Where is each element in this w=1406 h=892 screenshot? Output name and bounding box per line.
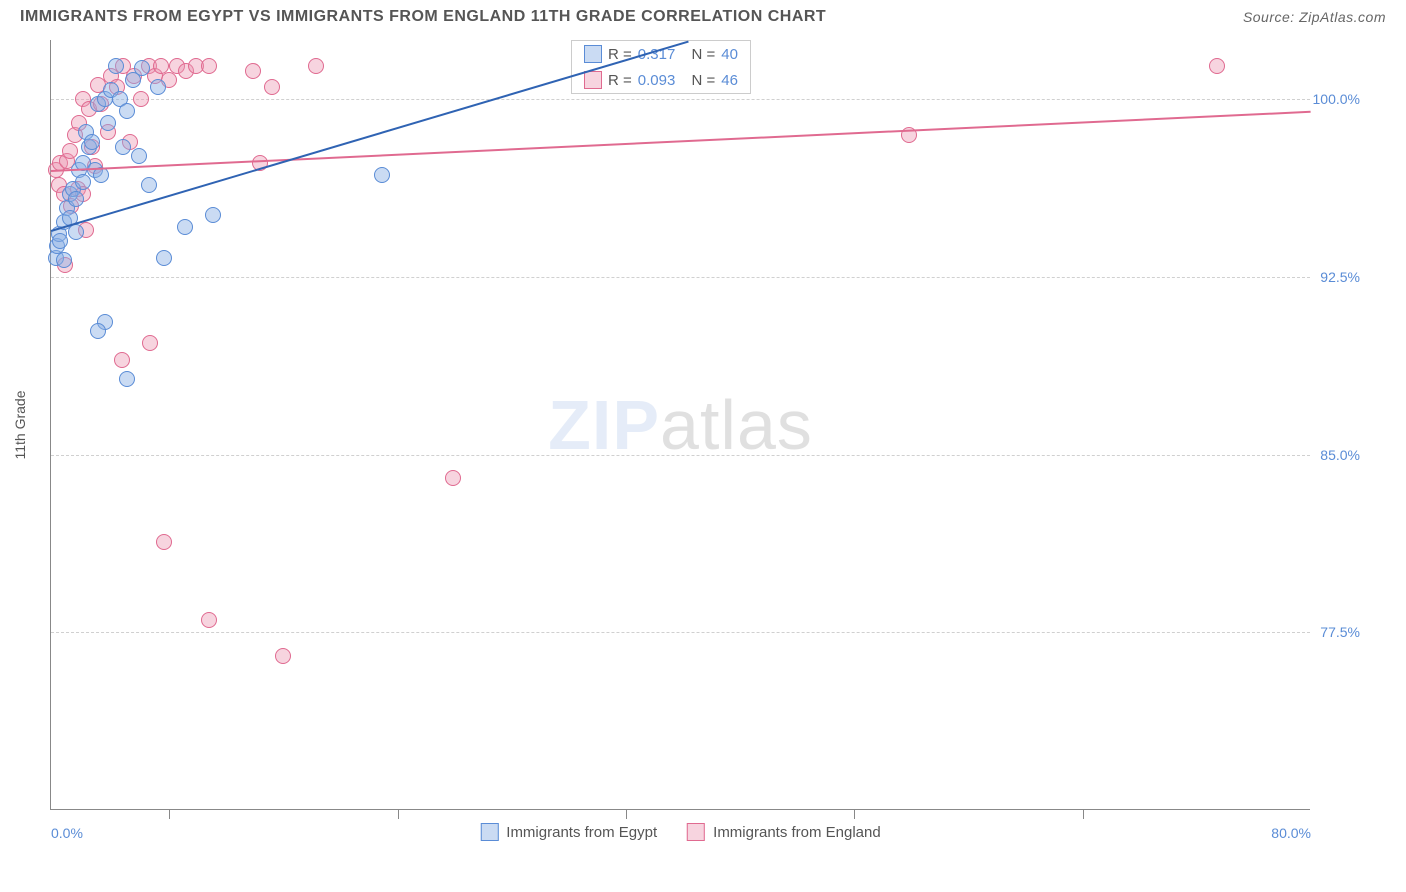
- legend-item-egypt: Immigrants from Egypt: [480, 823, 657, 841]
- y-tick-label: 100.0%: [1312, 91, 1360, 107]
- data-point: [308, 58, 324, 74]
- data-point: [68, 191, 84, 207]
- data-point: [445, 470, 461, 486]
- data-point: [150, 79, 166, 95]
- swatch-egypt-icon: [480, 823, 498, 841]
- legend-item-england: Immigrants from England: [687, 823, 881, 841]
- data-point: [264, 79, 280, 95]
- data-point: [131, 148, 147, 164]
- y-tick-label: 85.0%: [1312, 447, 1360, 463]
- stats-row-england: R = 0.093 N = 46: [572, 67, 750, 93]
- grid-line: [51, 277, 1310, 278]
- data-point: [134, 60, 150, 76]
- data-point: [205, 207, 221, 223]
- data-point: [156, 534, 172, 550]
- data-point: [1209, 58, 1225, 74]
- stats-row-egypt: R = 0.317 N = 40: [572, 41, 750, 67]
- x-tick: [854, 809, 855, 819]
- data-point: [115, 139, 131, 155]
- swatch-egypt-icon: [584, 45, 602, 63]
- grid-line: [51, 99, 1310, 100]
- data-point: [56, 252, 72, 268]
- x-axis-max-label: 80.0%: [1271, 825, 1311, 841]
- y-tick-label: 77.5%: [1312, 624, 1360, 640]
- series-legend: Immigrants from Egypt Immigrants from En…: [480, 823, 880, 841]
- swatch-england-icon: [687, 823, 705, 841]
- data-point: [75, 174, 91, 190]
- chart-title: IMMIGRANTS FROM EGYPT VS IMMIGRANTS FROM…: [20, 8, 826, 26]
- watermark: ZIPatlas: [548, 385, 813, 465]
- data-point: [119, 371, 135, 387]
- data-point: [119, 103, 135, 119]
- source-label: Source: ZipAtlas.com: [1243, 9, 1386, 25]
- x-tick: [169, 809, 170, 819]
- plot-area: ZIPatlas R = 0.317 N = 40 R = 0.093 N = …: [50, 40, 1310, 810]
- data-point: [374, 167, 390, 183]
- data-point: [245, 63, 261, 79]
- swatch-england-icon: [584, 71, 602, 89]
- chart-container: 11th Grade ZIPatlas R = 0.317 N = 40 R =…: [50, 40, 1360, 810]
- data-point: [84, 134, 100, 150]
- data-point: [275, 648, 291, 664]
- trend-line: [51, 111, 1311, 172]
- y-tick-label: 92.5%: [1312, 269, 1360, 285]
- data-point: [156, 250, 172, 266]
- data-point: [142, 335, 158, 351]
- grid-line: [51, 455, 1310, 456]
- data-point: [201, 58, 217, 74]
- x-tick: [626, 809, 627, 819]
- data-point: [201, 612, 217, 628]
- x-tick: [398, 809, 399, 819]
- data-point: [133, 91, 149, 107]
- x-tick: [1083, 809, 1084, 819]
- data-point: [100, 115, 116, 131]
- data-point: [108, 58, 124, 74]
- x-axis-min-label: 0.0%: [51, 825, 83, 841]
- data-point: [177, 219, 193, 235]
- data-point: [114, 352, 130, 368]
- data-point: [68, 224, 84, 240]
- grid-line: [51, 632, 1310, 633]
- data-point: [90, 323, 106, 339]
- data-point: [52, 233, 68, 249]
- y-axis-label: 11th Grade: [12, 390, 28, 459]
- data-point: [141, 177, 157, 193]
